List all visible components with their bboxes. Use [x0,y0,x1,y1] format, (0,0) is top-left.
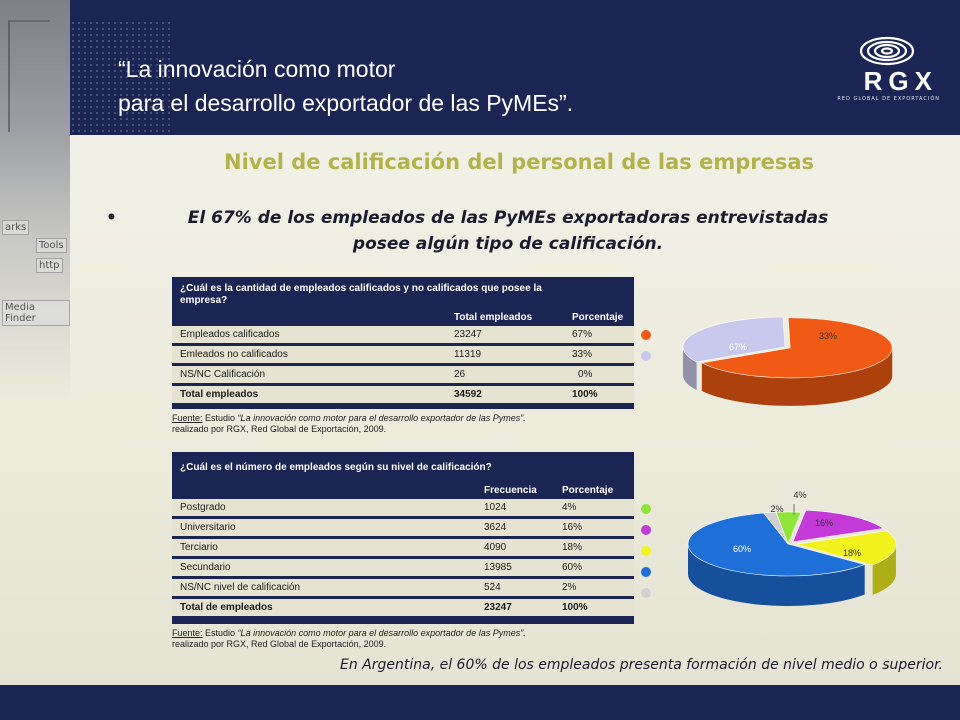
row-percent: 67% [568,326,634,343]
column-header: Porcentaje [572,312,624,323]
legend-dot-icon [641,546,651,556]
pie-slice [682,316,786,363]
row-percent: 100% [568,386,634,403]
row-label: Emleados no calificados [172,346,450,363]
pie-slice-label: 67% [729,342,747,352]
row-percent: 0% [568,366,634,383]
row-label: Empleados calificados [172,326,450,343]
row-value: 13985 [480,559,558,576]
slide-footer [0,685,960,720]
pie-slice [687,512,866,577]
table-row: Empleados calificados 23247 67% [172,326,634,343]
photo-label: Media Finder [2,300,70,326]
table-total-row: Total empleados 34592 100% [172,386,634,403]
column-header: Frecuencia [484,485,537,496]
slide-header: “La innovación como motor para el desarr… [70,0,960,135]
section-title: Nivel de calificación del personal de la… [224,150,814,174]
legend-dot-icon [641,330,651,340]
table-header-row: Total empleados Porcentaje [172,312,634,323]
logo-subtitle: RED GLOBAL DE EXPORTACIÓN [837,96,940,102]
row-value: 4090 [480,539,558,556]
row-label: Secundario [172,559,480,576]
table-header-row: Frecuencia Porcentaje [172,485,634,496]
pie-slice [763,511,789,545]
pie-chart-qualified: 67% 33% [682,316,893,406]
row-percent: 100% [558,599,634,616]
source-note: Fuente: Estudio “La innovación como moto… [172,413,526,434]
row-label: Total de empleados [172,599,480,616]
row-label: NS/NC nivel de calificación [172,579,480,596]
pie-slice-side [701,347,893,406]
photo-label: http [36,258,63,273]
row-value: 34592 [450,386,568,403]
legend-dot-icon [641,504,651,514]
conclusion-text: En Argentina, el 60% de los empleados pr… [340,657,943,673]
bullet-line: posee algún tipo de calificación. [352,234,664,254]
row-label: NS/NC Calificación [172,366,450,383]
table-row: Emleados no calificados 11319 33% [172,346,634,363]
table-question: ¿Cuál es el número de empleados según su… [180,462,492,473]
pie-slice-label: 4% [793,490,806,500]
pie-slice [792,509,885,543]
table-row: Terciario 4090 18% [172,539,634,556]
bullet-point: • El 67% de los empleados de las PyMEs e… [106,205,908,257]
row-label: Universitario [172,519,480,536]
table: Total empleados Porcentaje Empleados cal… [172,309,634,406]
table-row: Secundario 13985 60% [172,559,634,576]
legend-dot-icon [641,351,651,361]
table-question: ¿Cuál es la cantidad de empleados califi… [180,283,542,306]
table-total-row: Total de empleados 23247 100% [172,599,634,616]
pie-slice-label: 16% [815,518,833,528]
row-value: 11319 [450,346,568,363]
legend-dot-icon [641,588,651,598]
pie-slice-side [872,544,896,595]
table-row: Universitario 3624 16% [172,519,634,536]
table-row: Postgrado 1024 4% [172,499,634,516]
rgx-logo-icon [859,36,915,66]
pie-chart-levels: 4% 16% 18% 60% 2% [687,490,897,606]
legend-dot-icon [641,525,651,535]
row-percent: 18% [558,539,634,556]
dot-pattern [70,20,170,135]
row-label: Total empleados [172,386,450,403]
pie-slice-label: 2% [770,504,783,514]
pie-slice-label: 33% [819,331,837,341]
row-value: 23247 [450,326,568,343]
slide-title: “La innovación como motor para el desarr… [118,56,574,116]
table: Frecuencia Porcentaje Postgrado 1024 4% … [172,482,634,619]
row-label: Postgrado [172,499,480,516]
pie-slice-label: 18% [843,548,861,558]
table-row: NS/NC Calificación 26 0% [172,366,634,383]
table-row: NS/NC nivel de calificación 524 2% [172,579,634,596]
pie-slice-side [688,544,865,606]
bullet-line: El 67% de los empleados de las PyMEs exp… [187,208,829,228]
qualification-level-table: ¿Cuál es el número de empleados según su… [172,452,634,624]
pie-slice-side [683,347,697,390]
row-percent: 4% [558,499,634,516]
row-label: Terciario [172,539,480,556]
background-photo: arks Tools http Media Finder [0,0,70,400]
photo-label: Tools [36,238,67,253]
row-value: 524 [480,579,558,596]
row-percent: 2% [558,579,634,596]
row-value: 1024 [480,499,558,516]
row-percent: 60% [558,559,634,576]
legend-dot-icon [641,567,651,577]
row-value: 26 [450,366,568,383]
row-value: 23247 [480,599,558,616]
row-percent: 33% [568,346,634,363]
qualification-table: ¿Cuál es la cantidad de empleados califi… [172,277,634,409]
logo-text: RGX [863,66,938,96]
row-value: 3624 [480,519,558,536]
pie-slice [795,530,897,566]
bullet-dot-icon: • [106,208,117,228]
crane-silhouette [8,20,50,132]
pie-slice-label: 60% [733,544,751,554]
pie-slice [700,317,893,379]
column-header: Total empleados [454,312,533,323]
source-note: Fuente: Estudio “La innovación como moto… [172,628,526,649]
row-percent: 16% [558,519,634,536]
photo-label: arks [2,220,30,235]
column-header: Porcentaje [562,485,614,496]
